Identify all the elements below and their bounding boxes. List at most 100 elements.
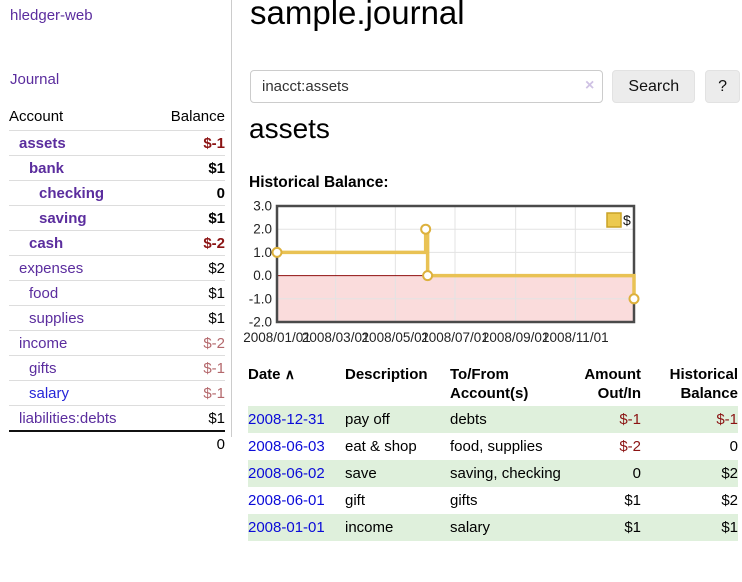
y-axis-tick: -1.0	[249, 291, 272, 306]
account-row: gifts $-1	[9, 355, 225, 381]
sidebar: hledger-web Journal Account Balance asse…	[0, 0, 232, 457]
account-balance: $-2	[203, 335, 225, 352]
transaction-balance: 0	[729, 438, 738, 455]
account-row: food $1	[9, 280, 225, 306]
account-balance: $-2	[203, 235, 225, 252]
transaction-accounts: debts	[450, 411, 487, 428]
transaction-amount: $-2	[619, 438, 641, 455]
account-link-expenses[interactable]: expenses	[19, 260, 84, 277]
account-link-food[interactable]: food	[29, 285, 59, 302]
transaction-row[interactable]: 2008-06-01 gift gifts $1 $2	[248, 487, 738, 514]
transaction-date-cell: 2008-06-02	[248, 460, 345, 487]
account-rows: assets $-1 bank $1 checking 0 saving $1 cash $-2 e…	[9, 131, 225, 432]
transaction-date-link[interactable]: 2008-06-03	[248, 438, 325, 455]
transaction-date-cell: 2008-12-31	[248, 406, 345, 433]
accounts-table: Account Balance assets $-1 bank $1 checking 0…	[9, 104, 225, 457]
transaction-row[interactable]: 2008-06-02 save saving, checking 0 $2	[248, 460, 738, 487]
account-link-checking[interactable]: checking	[39, 185, 105, 202]
account-row: checking 0	[9, 180, 225, 206]
transaction-accounts: saving, checking	[450, 465, 561, 482]
account-balance: $1	[208, 410, 225, 427]
transaction-row[interactable]: 2008-01-01 income salary $1 $1	[248, 514, 738, 541]
search-button[interactable]: Search	[612, 70, 696, 103]
y-axis-tick: 0.0	[253, 268, 272, 283]
balance-column-header: Balance	[152, 104, 225, 131]
legend-label: $	[623, 212, 631, 228]
register-header-row: Date ∧ Description To/From Account(s) Amo…	[248, 362, 738, 406]
transaction-amount: 0	[632, 465, 641, 482]
accounts-column-header2: To/From Account(s)	[450, 366, 529, 402]
account-link-income[interactable]: income	[19, 335, 68, 352]
account-row: saving $1	[9, 205, 225, 231]
sidebar-item-journal[interactable]: Journal	[10, 71, 60, 88]
brand-link[interactable]: hledger-web	[10, 7, 93, 24]
account-balance: $1	[208, 210, 225, 227]
register-table: Date ∧ Description To/From Account(s) Amo…	[248, 362, 738, 541]
search-bar: × Search ?	[250, 70, 740, 103]
transaction-date-link[interactable]: 2008-06-02	[248, 465, 325, 482]
transaction-description: gift	[345, 492, 366, 509]
account-link-bank[interactable]: bank	[29, 160, 65, 177]
account-link-liabilities-debts[interactable]: liabilities:debts	[19, 410, 117, 427]
account-balance: $1	[208, 160, 225, 177]
transaction-balance: $1	[721, 519, 738, 536]
date-column-header[interactable]: Date ∧	[248, 366, 295, 383]
account-row: income $-2	[9, 330, 225, 356]
transaction-description: save	[345, 465, 377, 482]
search-help-button[interactable]: ?	[705, 70, 740, 103]
account-row: bank $1	[9, 155, 225, 181]
clear-search-icon[interactable]: ×	[585, 77, 595, 94]
account-balance: $1	[208, 310, 225, 327]
page-title: sample.journal	[250, 0, 465, 31]
x-axis-tick: 2008/03/01	[302, 330, 370, 345]
transaction-date-cell: 2008-01-01	[248, 514, 345, 541]
transaction-amount: $1	[624, 519, 641, 536]
transaction-balance: $-1	[716, 411, 738, 428]
account-row: expenses $2	[9, 255, 225, 281]
accounts-total-value: 0	[152, 430, 225, 457]
account-balance: $2	[208, 260, 225, 277]
account-link-supplies[interactable]: supplies	[29, 310, 85, 327]
transaction-accounts: food, supplies	[450, 438, 543, 455]
y-axis-tick: -2.0	[249, 315, 272, 330]
account-link-saving[interactable]: saving	[39, 210, 87, 227]
account-row: assets $-1	[9, 131, 225, 156]
search-input[interactable]	[250, 70, 604, 103]
transaction-balance: $2	[721, 492, 738, 509]
transaction-amount: $-1	[619, 411, 641, 428]
y-axis-tick: 2.0	[253, 222, 272, 237]
transaction-row[interactable]: 2008-12-31 pay off debts $-1 $-1	[248, 406, 738, 433]
account-row: supplies $1	[9, 305, 225, 331]
transaction-accounts: salary	[450, 519, 491, 536]
transaction-date-cell: 2008-06-03	[248, 433, 345, 460]
y-axis-tick: 3.0	[253, 200, 272, 214]
description-column-header: Description	[345, 366, 428, 383]
account-link-assets[interactable]: assets	[19, 135, 66, 152]
account-row: cash $-2	[9, 230, 225, 256]
transaction-row[interactable]: 2008-06-03 eat & shop food, supplies $-2 0	[248, 433, 738, 460]
x-axis-tick: 2008/01/01	[243, 330, 311, 345]
main-content: sample.journal × Search ? assets Histori…	[243, 0, 742, 582]
account-balance: $-1	[203, 135, 225, 152]
amount-column-header: Amount Out/In	[584, 366, 641, 402]
account-link-salary[interactable]: salary	[29, 385, 70, 402]
account-row: salary $-1	[9, 380, 225, 406]
x-axis-tick: 2008/09/01	[482, 330, 550, 345]
transaction-date-link[interactable]: 2008-01-01	[248, 519, 325, 536]
transaction-description: pay off	[345, 411, 390, 428]
transaction-accounts: gifts	[450, 492, 478, 509]
transaction-balance: $2	[721, 465, 738, 482]
account-balance: 0	[216, 185, 225, 202]
account-link-cash[interactable]: cash	[29, 235, 64, 252]
transaction-description: eat & shop	[345, 438, 417, 455]
accounts-column-header: Account	[9, 104, 153, 131]
x-axis-tick: 2008/05/01	[362, 330, 430, 345]
transaction-date-link[interactable]: 2008-12-31	[248, 411, 325, 428]
account-row: liabilities:debts $1	[9, 405, 225, 432]
account-link-gifts[interactable]: gifts	[29, 360, 57, 377]
balance-chart[interactable]: $3.0 2.0 1.0 0.0 -1.0 -2.0 2008/01/01 2008/03/0…	[238, 199, 648, 350]
register-rows: 2008-12-31 pay off debts $-1 $-1 2008-06-03 ea…	[248, 406, 738, 541]
transaction-date-link[interactable]: 2008-06-01	[248, 492, 325, 509]
accounts-total-row: 0	[9, 430, 225, 457]
